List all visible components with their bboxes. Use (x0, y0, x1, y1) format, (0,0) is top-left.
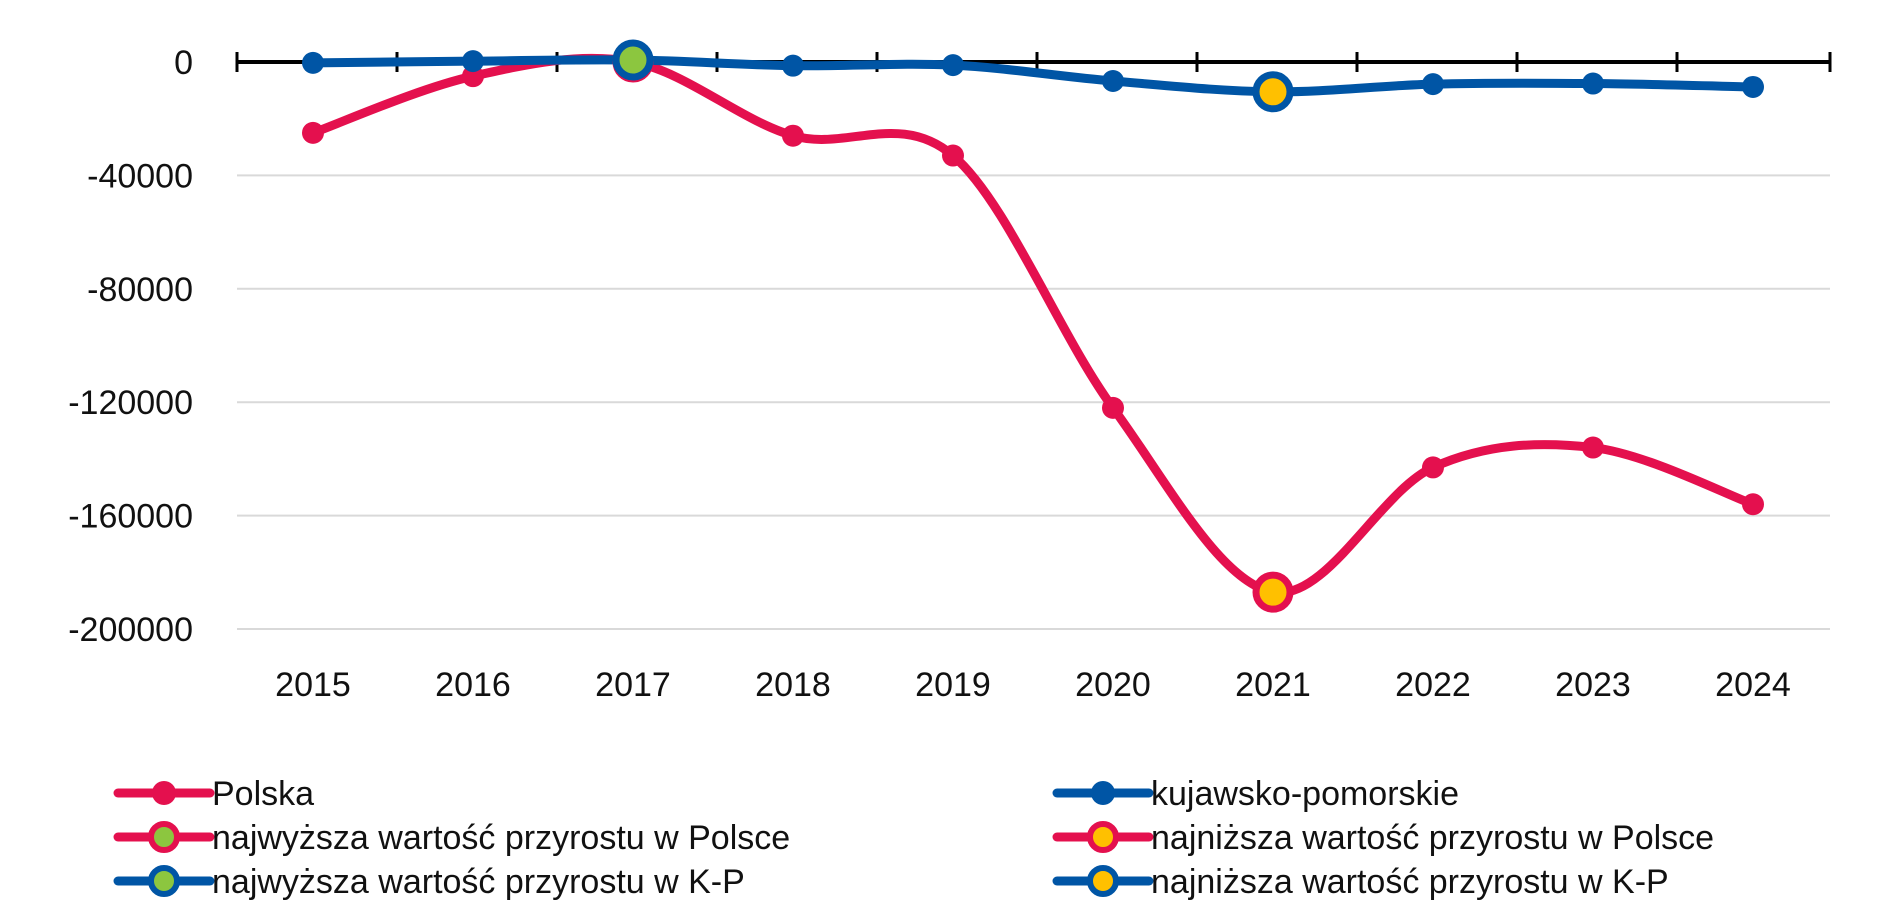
series-line-kujawsko-pomorskie (308, 55, 1758, 97)
x-tick-label: 2018 (755, 666, 831, 704)
data-point (1102, 69, 1124, 92)
data-point (462, 50, 484, 73)
legend-item: Polska (113, 775, 314, 813)
x-tick-label: 2017 (595, 666, 671, 704)
legend-marker (1087, 821, 1119, 853)
data-points (302, 39, 1764, 613)
legend-label: najwyższa wartość przyrostu w K-P (212, 863, 745, 901)
y-tick-label: 0 (174, 44, 193, 82)
legend-item: najniższa wartość przyrostu w Polsce (1052, 819, 1714, 857)
x-tick-label: 2023 (1555, 666, 1631, 704)
series-line-polska (308, 53, 1758, 598)
data-point (1422, 456, 1444, 479)
x-tick-label: 2024 (1715, 666, 1791, 704)
legend: Polska kujawsko-pomorskie najwyższa wartoś… (113, 775, 1714, 901)
legend-label: najniższa wartość przyrostu w Polsce (1151, 819, 1714, 857)
legend-marker (1087, 865, 1119, 897)
legend-marker (152, 781, 176, 805)
x-tick-label: 2020 (1075, 666, 1151, 704)
legend-label: Polska (212, 775, 314, 813)
highlight-point (1252, 571, 1294, 613)
legend-item: kujawsko-pomorskie (1052, 775, 1459, 813)
series-lines (308, 53, 1758, 598)
x-tick-label: 2015 (275, 666, 351, 704)
data-point (942, 54, 964, 77)
data-point (1102, 396, 1124, 419)
highlight-point (1252, 71, 1294, 113)
y-tick-label: -40000 (87, 157, 193, 195)
legend-item: najwyższa wartość przyrostu w K-P (113, 863, 745, 901)
data-point (942, 144, 964, 167)
legend-item: najniższa wartość przyrostu w K-P (1052, 863, 1669, 901)
data-point (302, 121, 324, 144)
legend-marker (148, 821, 180, 853)
y-tick-label: -80000 (87, 271, 193, 309)
gridlines (237, 174, 1830, 630)
highlight-point (612, 39, 654, 81)
data-point (1582, 72, 1604, 95)
legend-label: najniższa wartość przyrostu w K-P (1151, 863, 1669, 901)
y-tick-label: -200000 (68, 611, 193, 649)
data-point (1742, 493, 1764, 516)
x-tick-label: 2022 (1395, 666, 1471, 704)
data-point (1582, 436, 1604, 459)
x-tick-label: 2016 (435, 666, 511, 704)
legend-marker (148, 865, 180, 897)
y-axis: 0 -40000 -80000 -120000 -160000 -200000 (68, 44, 193, 649)
y-tick-label: -160000 (68, 498, 193, 536)
legend-item: najwyższa wartość przyrostu w Polsce (113, 819, 790, 857)
data-point (302, 51, 324, 74)
y-tick-label: -120000 (68, 384, 193, 422)
legend-label: najwyższa wartość przyrostu w Polsce (212, 819, 790, 857)
data-point (782, 124, 804, 147)
x-tick-label: 2019 (915, 666, 991, 704)
x-axis: 2015 2016 2017 2018 2019 2020 2021 2022 2023 2024 (235, 52, 1832, 704)
data-point (1422, 73, 1444, 96)
legend-marker (1091, 781, 1115, 805)
legend-label: kujawsko-pomorskie (1151, 775, 1459, 813)
data-point (1742, 75, 1764, 98)
data-point (782, 54, 804, 77)
x-tick-label: 2021 (1235, 666, 1311, 704)
